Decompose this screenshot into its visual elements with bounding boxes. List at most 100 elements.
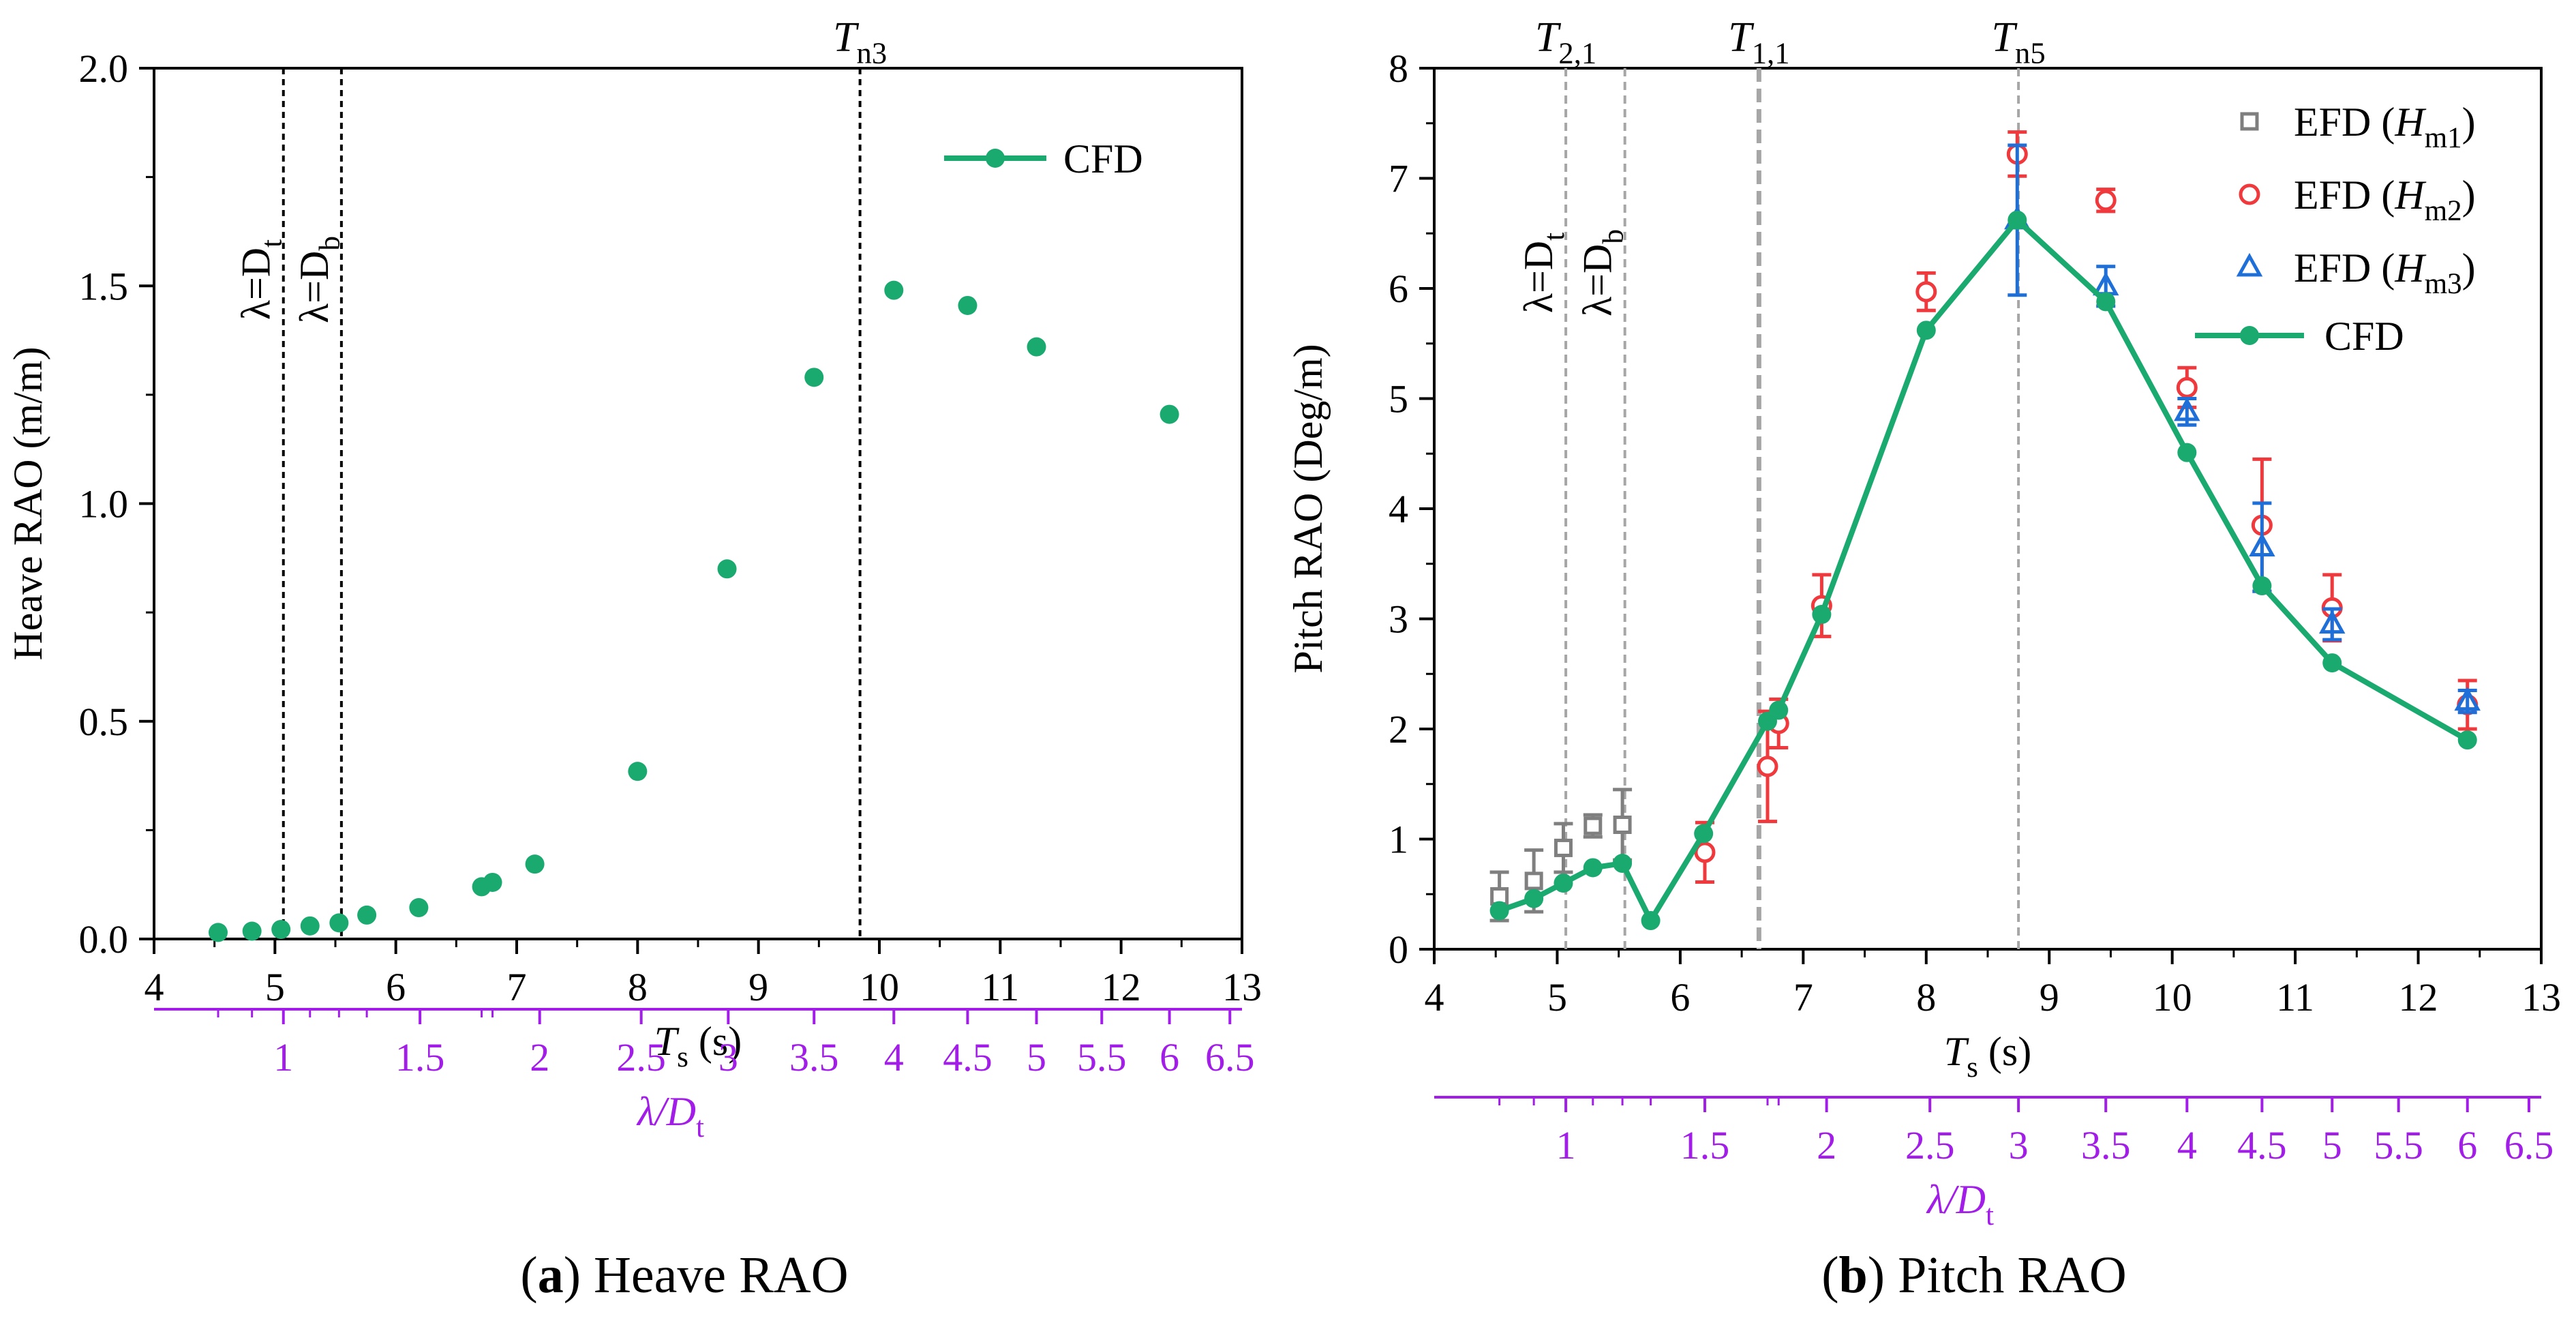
heave-y-axis-label: Heave RAO (m/m) (5, 347, 50, 661)
pitch-series-line-cfd (1498, 217, 2469, 924)
heave-x-tick-label: 11 (981, 965, 1019, 1009)
legend-label-h: H (2394, 100, 2427, 145)
legend-label-close: ) (2462, 100, 2476, 145)
pitch-x-axis-label: Ts (s) (1944, 1029, 2031, 1084)
heave-ref-label-rotated-sub: t (256, 239, 288, 248)
pitch-x-tick-label: 12 (2399, 975, 2438, 1019)
wavelength-tick-label: 3.5 (2081, 1123, 2131, 1167)
heave-ref-label-rotated-main: λ=D (292, 251, 337, 323)
heave-x-tick-label: 9 (748, 965, 768, 1009)
heave-point-cfd (1027, 337, 1046, 357)
legend-label-main: EFD ( (2294, 100, 2395, 145)
wavelength-tick-label: 5.5 (1077, 1035, 1127, 1079)
heave-x-axis-label-unit: (s) (688, 1019, 742, 1064)
pitch-y-tick-label: 8 (1389, 46, 1408, 91)
wavelength-tick-label: 4.5 (2237, 1123, 2287, 1167)
heave-plot-frame (153, 67, 1243, 940)
pitch-point-cfd (1583, 858, 1603, 878)
pitch-x-axis-label-sub: s (1967, 1052, 1978, 1084)
heave-point-cfd (958, 295, 978, 315)
pitch-x-axis-label-main: T (1944, 1029, 1969, 1074)
wavelength-tick-label: 6.5 (2504, 1123, 2554, 1167)
pitch-ref-label-top: Tn5 (1992, 14, 2046, 70)
wavelength-tick-label: 2 (530, 1035, 549, 1079)
pitch-ref-label-top-main: T (1728, 14, 1755, 61)
pitch-x-tick-label: 9 (2040, 975, 2059, 1019)
legend-cfd-label: CFD (2324, 314, 2404, 359)
heave-y-tick-label: 1.0 (79, 482, 129, 526)
wavelength-axis-label-main: λ/D (636, 1089, 696, 1134)
wavelength-tick-label: 1.5 (1680, 1123, 1730, 1167)
pitch-y-axis-label: Pitch RAO (Deg/m) (1286, 344, 1331, 673)
heave-point-cfd (884, 280, 904, 300)
pitch-point-cfd (2007, 210, 2027, 230)
pitch-caption: (b) Pitch RAO (1821, 1247, 2127, 1304)
legend-label-sub: m3 (2425, 268, 2462, 300)
heave-point-cfd (717, 559, 737, 579)
wavelength-tick-label: 2 (1817, 1123, 1836, 1167)
pitch-point-cfd (2177, 443, 2197, 462)
wavelength-tick-label: 3.5 (789, 1035, 839, 1079)
heave-point-cfd (628, 762, 648, 781)
heave-x-axis-label: Ts (s) (654, 1019, 742, 1073)
wavelength-tick-label: 5 (1027, 1035, 1046, 1079)
pitch-point-cfd (1769, 700, 1789, 720)
wavelength-tick-label: 2.5 (1905, 1123, 1955, 1167)
pitch-point-efd_hm2 (2176, 376, 2198, 398)
wavelength-tick-label: 1 (273, 1035, 293, 1079)
pitch-point-cfd (2322, 653, 2342, 673)
pitch-x-tick-label: 6 (1670, 975, 1690, 1019)
wavelength-axis-label-sub: t (1986, 1199, 1994, 1232)
wavelength-tick-label: 6 (1160, 1035, 1179, 1079)
pitch-point-efd_hm2 (2095, 190, 2117, 211)
legend-label-main: EFD ( (2294, 245, 2395, 290)
pitch-ref-label-top: T2,1 (1535, 14, 1596, 70)
pitch-point-cfd (2252, 576, 2272, 596)
pitch-x-tick-label: 7 (1793, 975, 1813, 1019)
heave-y-tick-label: 0.5 (79, 700, 129, 744)
pitch-y-tick-label: 4 (1389, 487, 1408, 531)
pitch-x-tick-label: 4 (1425, 975, 1444, 1019)
heave-ref-label-top: Tn3 (833, 14, 887, 70)
legend-label-close: ) (2462, 173, 2476, 218)
pitch-ref-label-top-sub: 1,1 (1752, 35, 1790, 70)
pitch-point-efd_hm3 (2249, 533, 2275, 557)
wavelength-axis-label: λ/Dt (636, 1089, 704, 1144)
pitch-ref-label-top-sub: 2,1 (1558, 35, 1596, 70)
wavelength-tick-label: 4 (2177, 1123, 2197, 1167)
wavelength-tick-label: 3 (718, 1035, 738, 1079)
pitch-point-efd_hm3 (2174, 397, 2200, 421)
pitch-ref-label-rotated: λ=Dt (1516, 233, 1571, 313)
pitch-point-efd_hm1 (1584, 816, 1603, 835)
legend-label-h: H (2394, 245, 2427, 290)
pitch-x-axis-label-unit: (s) (1978, 1029, 2031, 1074)
pitch-point-cfd (2096, 292, 2116, 312)
pitch-y-tick-label: 0 (1389, 927, 1408, 972)
legend-label-sub: m1 (2425, 122, 2462, 154)
heave-ref-label-rotated: λ=Dt (234, 239, 288, 320)
pitch-point-efd_hm3 (2454, 687, 2481, 711)
wavelength-axis-label-main: λ/D (1926, 1177, 1986, 1222)
pitch-legend: EFD (Hm1)EFD (Hm2)EFD (Hm3)CFD (2195, 100, 2476, 359)
pitch-point-efd_hm1 (1554, 838, 1573, 857)
pitch-ref-label-top-main: T (1992, 14, 2018, 61)
pitch-point-efd_hm1 (1524, 871, 1543, 891)
pitch-y-tick-label: 5 (1389, 377, 1408, 421)
heave-x-tick-label: 6 (386, 965, 406, 1009)
heave-ref-label-top-main: T (833, 14, 860, 61)
wavelength-tick-label: 6.5 (1205, 1035, 1255, 1079)
legend-label-main: EFD ( (2294, 173, 2395, 218)
heave-x-tick-label: 7 (507, 965, 527, 1009)
pitch-point-cfd (1524, 889, 1544, 908)
wavelength-tick-label: 3 (2009, 1123, 2029, 1167)
pitch-y-tick-label: 3 (1389, 597, 1408, 642)
heave-point-cfd (271, 919, 291, 939)
pitch-x-tick-label: 11 (2276, 975, 2314, 1019)
heave-ref-label-top-sub: n3 (857, 35, 888, 70)
heave-legend: CFD (944, 136, 1143, 181)
pitch-x-tick-label: 10 (2153, 975, 2192, 1019)
heave-ref-label-rotated: λ=Db (292, 236, 346, 323)
heave-wavelength-axis: 1 1.5 2 2.5 3 3.5 4 4.5 5 5.5 6 6.5 λ/Dt (154, 1008, 1255, 1144)
